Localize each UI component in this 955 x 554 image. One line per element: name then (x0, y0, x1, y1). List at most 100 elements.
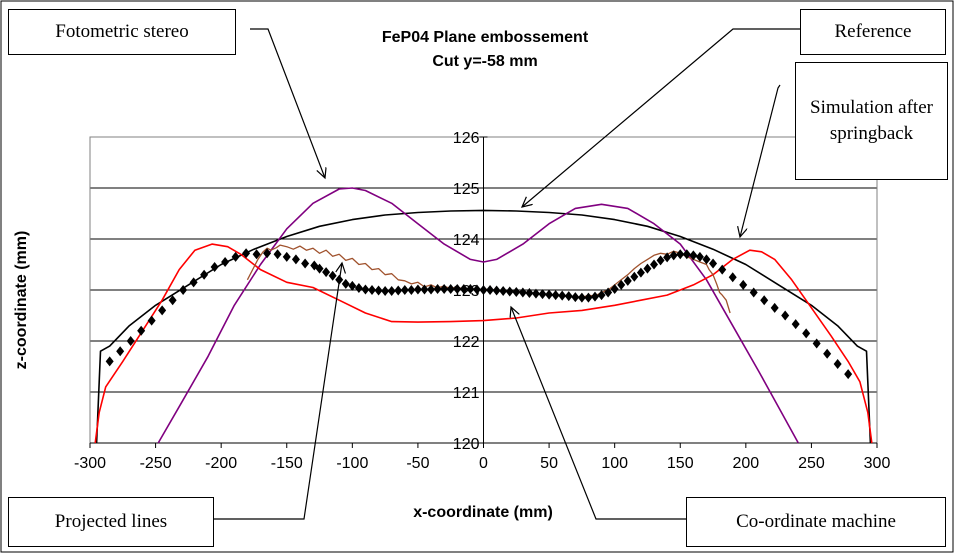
y-tick-label: 122 (453, 334, 480, 351)
data-point-marker (617, 279, 626, 290)
arrow-coordinate (511, 307, 686, 520)
data-point-marker (322, 267, 331, 278)
data-point-marker (328, 270, 337, 281)
data-point-marker (354, 282, 363, 293)
data-point-marker (749, 287, 758, 298)
series-layer (94, 187, 873, 444)
data-point-marker (770, 302, 779, 313)
data-point-marker (374, 285, 383, 296)
callout-arrows (214, 28, 800, 520)
data-point-marker (525, 288, 534, 299)
data-point-marker (189, 277, 198, 288)
data-point-marker (263, 248, 272, 259)
data-point-marker (472, 284, 481, 295)
data-point-marker (564, 291, 573, 302)
callout-coordinate-machine: Co-ordinate machine (686, 497, 946, 547)
data-point-marker (341, 278, 350, 289)
data-point-marker (702, 254, 711, 265)
data-point-marker (558, 290, 567, 301)
data-point-marker (695, 251, 704, 262)
x-tick-label: -100 (336, 455, 368, 472)
data-point-marker (242, 248, 251, 259)
data-point-marker (844, 369, 853, 380)
x-tick-label: 0 (479, 455, 488, 472)
data-point-marker (781, 310, 790, 321)
data-point-marker (361, 284, 370, 295)
data-point-marker (453, 283, 462, 294)
data-point-marker (407, 285, 416, 295)
data-point-marker (545, 289, 554, 300)
data-point-marker (252, 249, 261, 260)
data-point-marker (728, 272, 737, 283)
data-point-marker (791, 319, 800, 330)
data-point-marker (669, 250, 678, 261)
data-point-marker (291, 254, 300, 265)
x-axis-title: x-coordinate (mm) (413, 504, 553, 521)
y-tick-label: 126 (453, 130, 480, 147)
data-point-marker (168, 295, 177, 306)
data-point-marker (147, 315, 156, 326)
x-tick-label: -150 (271, 455, 303, 472)
data-point-marker (433, 283, 442, 294)
data-point-marker (538, 289, 547, 300)
data-point-marker (381, 286, 390, 297)
data-point-marker (604, 287, 613, 298)
data-point-marker (823, 348, 832, 359)
chart-subtitle: Cut y=-58 mm (432, 53, 537, 70)
arrow-simulation (740, 84, 781, 237)
data-point-marker (210, 262, 219, 273)
x-tick-label: 300 (864, 455, 891, 472)
data-point-marker (387, 286, 396, 297)
data-point-marker (231, 251, 240, 262)
data-point-marker (446, 283, 455, 294)
data-point-marker (630, 271, 639, 282)
series-line-0 (95, 209, 872, 444)
x-tick-label: 100 (601, 455, 628, 472)
data-point-marker (126, 336, 135, 346)
series-line-1 (157, 187, 800, 444)
data-point-marker (718, 264, 727, 275)
data-point-marker (812, 338, 821, 349)
data-point-marker (440, 283, 449, 294)
data-point-marker (623, 275, 632, 286)
data-point-marker (348, 280, 357, 291)
data-point-marker (656, 255, 665, 266)
data-point-marker (802, 328, 811, 339)
y-tick-label: 124 (453, 232, 480, 249)
data-point-marker (105, 356, 114, 367)
data-point-marker (158, 305, 167, 316)
data-point-marker (368, 285, 377, 295)
x-tick-label: -50 (406, 455, 429, 472)
y-axis-title: z-coordinate (mm) (13, 231, 30, 370)
callout-reference: Reference (800, 9, 946, 55)
data-point-marker (282, 251, 291, 262)
data-point-marker (479, 285, 488, 295)
y-tick-label: 125 (453, 181, 480, 198)
y-tick-label: 120 (453, 436, 480, 453)
x-tick-label: 200 (732, 455, 759, 472)
y-tick-label: 123 (453, 283, 480, 300)
data-point-marker (427, 284, 436, 295)
data-point-marker (400, 285, 409, 295)
data-point-marker (492, 285, 501, 296)
callout-projected-lines: Projected lines (8, 497, 214, 547)
callout-simulation: Simulation after springback (795, 62, 948, 180)
data-point-marker (739, 279, 748, 290)
data-point-marker (597, 290, 606, 301)
data-point-marker (420, 284, 429, 295)
x-tick-label: -300 (74, 455, 106, 472)
data-point-marker (273, 249, 282, 260)
callout-fotometric-stereo: Fotometric stereo (8, 9, 236, 55)
data-point-marker (663, 252, 672, 263)
data-point-marker (518, 287, 527, 298)
data-point-marker (676, 249, 685, 260)
data-point-marker (636, 267, 645, 278)
data-point-marker (315, 263, 324, 274)
arrow-reference (522, 28, 800, 207)
data-point-marker (179, 285, 188, 295)
data-point-marker (459, 283, 468, 294)
data-point-marker (486, 285, 495, 295)
data-point-marker (137, 325, 146, 336)
